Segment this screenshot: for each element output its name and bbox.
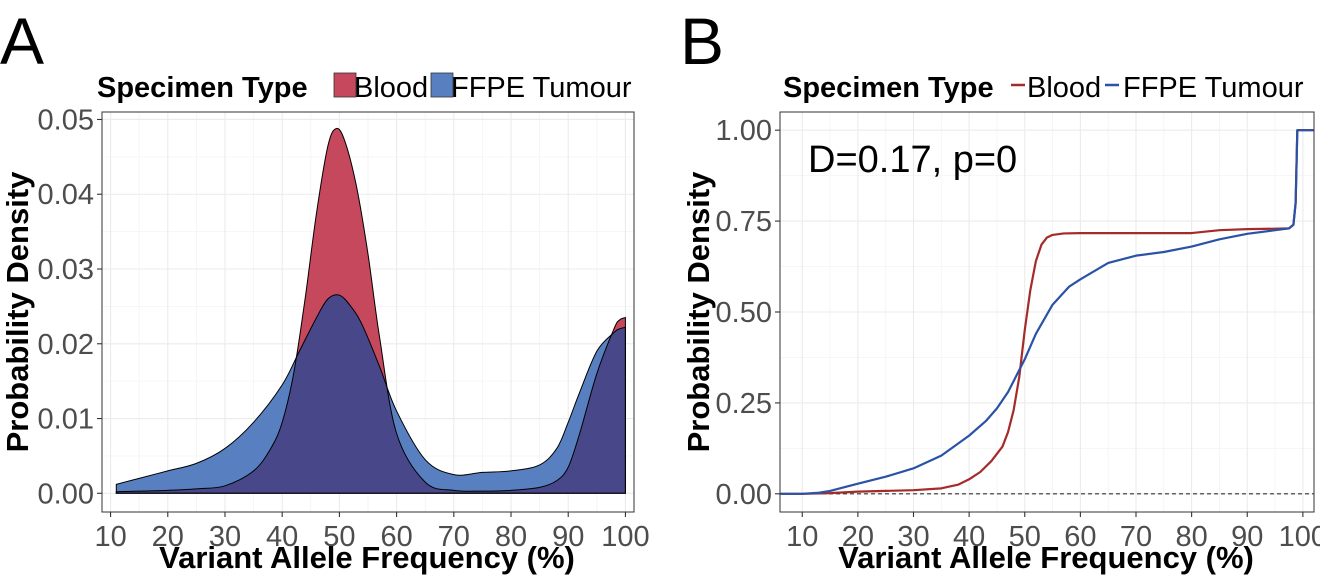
panel-a-legend-title: Specimen Type [97, 72, 308, 104]
panel-b-x-tick-label-100: 100 [1279, 521, 1320, 553]
panel-b-y-tick-label-0-25: 0.25 [716, 388, 772, 420]
panel-b-x-tick-label-10: 10 [786, 521, 818, 553]
panel-a: A Specimen Type Blood FFPE Tumour 0.000.… [0, 4, 650, 575]
panel-b-x-axis: 10 20 30 40 50 60 70 80 90 100 [786, 512, 1320, 553]
panel-b-x-tick-label-30: 30 [897, 521, 929, 553]
panel-b: B Specimen Type Blood FFPE Tumour D=0.17… [680, 4, 1320, 575]
panel-a-x-axis: 10 20 30 40 50 60 70 80 90 100 [94, 512, 650, 553]
panel-a-legend-key-ffpe-tumour [430, 72, 454, 98]
panel-b-legend-label-blood: Blood [1027, 72, 1101, 104]
panel-a-legend-label-blood: Blood [354, 72, 428, 104]
panel-a-outline-ffpe-tumour [115, 294, 626, 494]
panel-b-x-axis-title: Variant Allele Frequency (%) [838, 540, 1254, 575]
panel-a-area-blood [116, 128, 626, 494]
panel-a-x-tick-label-60: 60 [380, 521, 412, 553]
panel-a-x-tick-label-100: 100 [601, 521, 649, 553]
panel-a-x-tick-label-30: 30 [209, 521, 241, 553]
panel-a-y-tick-label-0-04: 0.04 [38, 179, 94, 211]
panel-b-y-tick-label-0-75: 0.75 [716, 206, 772, 238]
panel-b-legend-label-ffpe-tumour: FFPE Tumour [1123, 72, 1304, 104]
panel-b-line-ffpe-tumour [780, 129, 1314, 495]
panel-a-legend-label-ffpe-tumour: FFPE Tumour [451, 72, 632, 104]
panel-b-x-tick-label-50: 50 [1009, 521, 1041, 553]
panel-a-x-tick-label-40: 40 [266, 521, 298, 553]
panel-a-y-tick-label-0-05: 0.05 [38, 104, 94, 136]
panel-b-y-tick-label-0-50: 0.50 [716, 297, 772, 329]
panel-b-legend: Specimen Type Blood FFPE Tumour [783, 72, 1304, 104]
panel-b-label: B [680, 4, 724, 78]
panel-b-x-tick-label-40: 40 [953, 521, 985, 553]
panel-b-ks-annotation: D=0.17, p=0 [808, 139, 1017, 181]
panel-a-x-tick-label-50: 50 [323, 521, 355, 553]
panel-b-y-axis-title: Probability Density [681, 171, 716, 453]
panel-b-x-tick-label-70: 70 [1120, 521, 1152, 553]
panel-a-y-axis: 0.00 0.01 0.02 0.03 0.04 0.05 [38, 104, 102, 510]
panel-b-y-tick-label-0-00: 0.00 [716, 479, 772, 511]
panel-a-y-axis-title: Probability Density [0, 171, 35, 453]
panel-b-x-tick-label-80: 80 [1175, 521, 1207, 553]
panel-b-x-tick-label-60: 60 [1064, 521, 1096, 553]
panel-a-x-tick-label-80: 80 [495, 521, 527, 553]
panel-b-x-tick-label-20: 20 [842, 521, 874, 553]
panel-a-x-tick-label-10: 10 [94, 521, 126, 553]
panel-a-x-tick-label-90: 90 [552, 521, 584, 553]
panel-a-x-tick-label-70: 70 [438, 521, 470, 553]
panel-b-y-axis: 0.00 0.25 0.50 0.75 1.00 [716, 115, 780, 511]
panel-b-x-tick-label-90: 90 [1231, 521, 1263, 553]
panel-a-panel-border [101, 111, 635, 513]
panel-b-gridlines [780, 112, 1314, 512]
panel-a-label: A [0, 4, 44, 78]
panel-b-y-tick-label-1-00: 1.00 [716, 115, 772, 147]
panel-b-legend-title: Specimen Type [783, 72, 994, 104]
panel-a-legend: Specimen Type Blood FFPE Tumour [97, 72, 632, 104]
panel-a-density-areas [115, 127, 626, 494]
panel-a-y-tick-label-0-01: 0.01 [38, 404, 94, 436]
panel-a-x-axis-title: Variant Allele Frequency (%) [159, 540, 575, 575]
panel-a-legend-key-blood [333, 72, 357, 98]
panel-a-x-tick-label-20: 20 [152, 521, 184, 553]
panel-a-y-tick-label-0-00: 0.00 [38, 478, 94, 510]
panel-a-y-tick-label-0-02: 0.02 [38, 329, 94, 361]
panel-b-ecdf-lines [780, 129, 1314, 495]
panel-a-outline-blood [115, 127, 626, 494]
panel-a-y-tick-label-0-03: 0.03 [38, 254, 94, 286]
